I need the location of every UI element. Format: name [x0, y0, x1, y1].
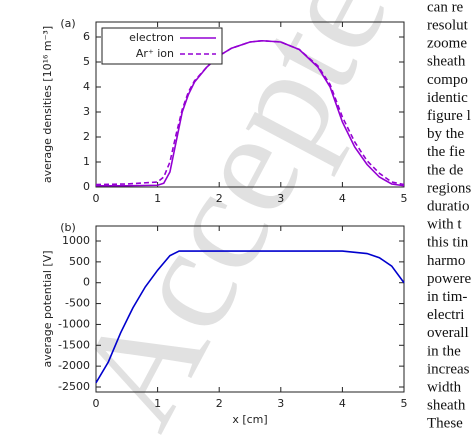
x-axis-label: x [cm] [232, 413, 267, 426]
watermark: Accepted [43, 0, 455, 438]
body-text-line: harmo [427, 253, 465, 269]
body-text-line: These [427, 416, 463, 432]
x-tick-label: 5 [401, 192, 408, 205]
series-line [95, 250, 405, 384]
panel-label: (b) [60, 221, 76, 234]
y-tick-label: 5 [83, 55, 90, 68]
y-tick-label: 3 [83, 105, 90, 118]
body-text-line: identic [427, 90, 468, 106]
body-text-line: can re [427, 0, 464, 15]
body-text-line: width [427, 380, 462, 396]
panel-label: (a) [60, 17, 75, 30]
x-tick-label: 3 [277, 192, 284, 205]
body-text-line: the fie [427, 144, 465, 160]
x-tick-label: 4 [339, 192, 346, 205]
y-tick-label: -1000 [58, 317, 90, 330]
x-tick-label: 2 [216, 192, 223, 205]
series-line [96, 39, 405, 187]
y-tick-label: 4 [83, 80, 90, 93]
x-tick-label: 4 [339, 397, 346, 410]
x-tick-label: 5 [401, 397, 408, 410]
body-text-line: sheath [427, 54, 466, 70]
x-tick-label: 0 [93, 192, 100, 205]
body-text-line: resolut [427, 18, 469, 34]
y-tick-label: -2000 [58, 359, 90, 372]
y-tick-label: 6 [83, 30, 90, 43]
body-text-line: by the [427, 126, 464, 142]
y-tick-label: -2500 [58, 380, 90, 393]
y-tick-label: 2 [83, 130, 90, 143]
y-axis-label: average densities [10¹⁶ m⁻³] [41, 26, 54, 183]
x-tick-label: 1 [154, 397, 161, 410]
y-tick-label: -1500 [58, 338, 90, 351]
body-text-line: compo [427, 72, 468, 88]
body-text-line: sheath [427, 398, 466, 414]
body-text-line: powere [427, 271, 471, 287]
y-tick-label: 0 [83, 276, 90, 289]
legend-box [101, 27, 223, 65]
body-text-line: with t [427, 217, 462, 233]
body-text-line: electri [427, 307, 464, 323]
body-text-line: increas [427, 361, 470, 377]
chart: 0 1 2 3 4 5 6 0 1 2 3 4 5 (a) average densities [10¹⁶ … [41, 17, 408, 205]
body-text-line: in tim- [427, 289, 467, 305]
body-text-line: overall [427, 325, 469, 341]
body-text-line: the de [427, 162, 464, 178]
plot-frame [95, 21, 405, 188]
body-text-line: this tin [427, 235, 469, 251]
body-text-line: regions [427, 180, 471, 196]
legend-label: Ar⁺ ion [136, 47, 174, 60]
y-tick-label: 500 [69, 255, 90, 268]
x-tick-label: 1 [154, 192, 161, 205]
body-text-line: figure l [427, 108, 471, 124]
x-tick-label: 0 [93, 397, 100, 410]
legend-label: electron [129, 31, 174, 44]
y-tick-label: 1000 [62, 234, 90, 247]
y-tick-label: 0 [83, 180, 90, 193]
chart: -2500 -2000 -1500 -1000 -500 0 500 1000 0 1 2 3 4 5 (b… [41, 221, 408, 426]
plot-frame [95, 225, 405, 393]
y-tick-label: 1 [83, 155, 90, 168]
series-line [95, 39, 405, 186]
y-axis-label: average potential [V] [41, 250, 54, 367]
body-text-line: duratio [427, 199, 470, 215]
x-tick-label: 2 [216, 397, 223, 410]
body-text-line: zoome [427, 36, 467, 52]
body-text-line: in the [427, 343, 461, 359]
x-tick-label: 3 [277, 397, 284, 410]
y-tick-label: -500 [65, 297, 90, 310]
